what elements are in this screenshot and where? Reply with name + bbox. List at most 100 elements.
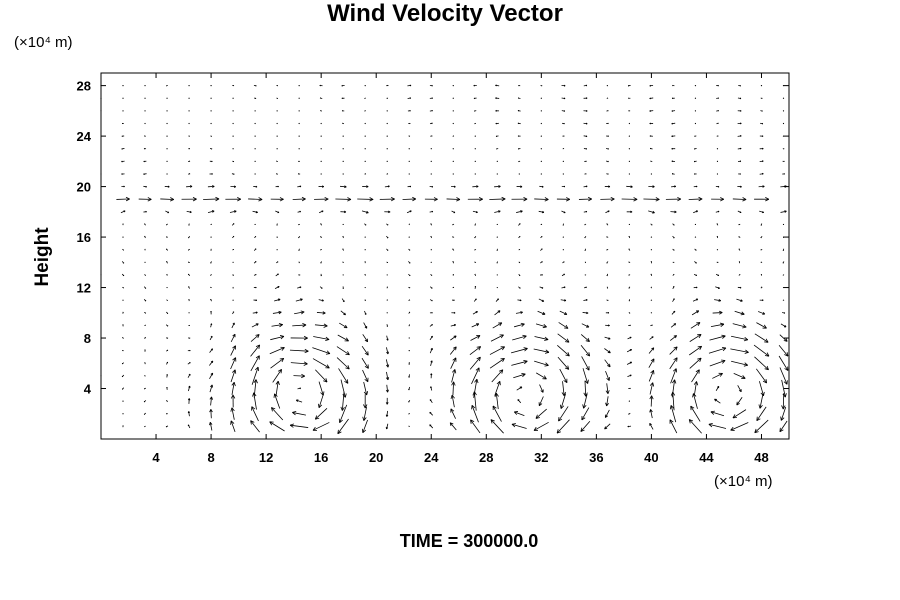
wind-vector — [340, 210, 347, 214]
wind-vector — [536, 372, 547, 380]
wind-vector — [584, 223, 587, 226]
wind-vector — [534, 360, 549, 367]
wind-vector — [494, 392, 499, 410]
chart-title: Wind Velocity Vector — [327, 0, 563, 27]
wind-vector — [606, 261, 609, 264]
wind-vector — [584, 248, 587, 251]
vector-dot — [386, 110, 388, 112]
wind-vector — [737, 185, 742, 188]
wind-vector — [271, 407, 284, 421]
wind-vector — [364, 97, 366, 99]
wind-vector — [626, 185, 633, 189]
vector-dot — [430, 261, 432, 263]
wind-vector — [582, 393, 588, 409]
wind-vector — [337, 418, 349, 435]
wind-vector — [518, 235, 521, 239]
vector-dot — [716, 173, 719, 175]
wind-vector — [760, 110, 763, 112]
vector-dot — [166, 122, 168, 125]
wind-vector — [495, 122, 499, 125]
wind-vector — [276, 97, 279, 99]
y-tick-label: 4 — [84, 382, 92, 397]
wind-vector — [297, 210, 301, 213]
wind-vector — [144, 336, 146, 340]
wind-vector — [494, 210, 501, 213]
wind-vector — [429, 335, 433, 341]
wind-vector — [494, 380, 501, 396]
wind-vector — [760, 261, 763, 263]
wind-vector — [297, 286, 302, 289]
wind-vector — [472, 311, 478, 315]
vector-dot — [540, 148, 542, 150]
wind-vector — [754, 356, 769, 371]
wind-vector — [540, 235, 543, 239]
wind-vector — [402, 196, 417, 202]
vector-dot — [408, 236, 410, 238]
vector-dot — [540, 173, 542, 175]
wind-vector — [270, 335, 285, 341]
wind-vector — [253, 84, 257, 87]
wind-vector — [407, 97, 412, 99]
vector-dot — [122, 400, 124, 402]
x-tick-label: 16 — [314, 450, 328, 465]
wind-vector — [533, 421, 549, 431]
wind-vector — [210, 261, 212, 264]
wind-vector — [648, 210, 655, 214]
vector-dot — [408, 173, 410, 175]
wind-vector — [669, 405, 677, 423]
wind-vector — [408, 122, 411, 125]
wind-vector — [290, 361, 308, 366]
wind-vector — [210, 274, 212, 276]
wind-vector — [209, 160, 213, 163]
y-tick-label: 16 — [77, 230, 91, 245]
vector-dot — [144, 110, 146, 112]
wind-vector — [319, 84, 323, 87]
wind-vector — [672, 248, 675, 251]
wind-vector — [510, 347, 528, 354]
wind-vector — [778, 355, 789, 371]
wind-vector — [557, 333, 570, 343]
vector-dot — [606, 85, 608, 87]
wind-vector — [758, 311, 766, 315]
vector-dot — [716, 249, 719, 251]
wind-vector — [516, 185, 523, 188]
wind-vector — [782, 160, 785, 163]
vector-dot — [430, 160, 432, 162]
wind-vector — [690, 405, 701, 422]
wind-vector — [693, 210, 698, 214]
wind-vector — [736, 298, 743, 302]
wind-vector — [626, 210, 633, 214]
wind-vector — [143, 412, 147, 415]
wind-vector — [339, 322, 348, 329]
wind-vector — [628, 235, 631, 239]
wind-vector — [561, 185, 566, 188]
wind-vector — [386, 235, 389, 239]
wind-vector — [474, 110, 477, 112]
wind-vector — [517, 148, 521, 150]
wind-vector — [781, 379, 787, 398]
wind-vector — [759, 210, 765, 214]
vector-dot — [298, 122, 300, 125]
vector-dot — [496, 173, 498, 175]
wind-vector — [340, 391, 345, 411]
wind-vector — [760, 236, 763, 239]
wind-vector — [628, 286, 631, 289]
wind-vector — [473, 378, 479, 398]
wind-vector — [250, 344, 261, 357]
wind-vector — [408, 324, 411, 327]
wind-vector — [584, 173, 587, 175]
wind-vector — [492, 405, 502, 422]
wind-vector — [342, 248, 344, 251]
wind-vector — [165, 223, 168, 226]
wind-vector — [385, 371, 390, 381]
wind-vector — [716, 97, 719, 99]
wind-vector — [737, 135, 742, 137]
wind-vector — [643, 197, 660, 202]
vector-dot — [540, 160, 542, 162]
wind-vector — [540, 84, 543, 87]
wind-vector — [562, 261, 565, 264]
wind-vector — [538, 210, 545, 214]
vector-dot — [144, 97, 146, 99]
wind-vector — [385, 359, 390, 368]
wind-vector — [583, 84, 588, 87]
